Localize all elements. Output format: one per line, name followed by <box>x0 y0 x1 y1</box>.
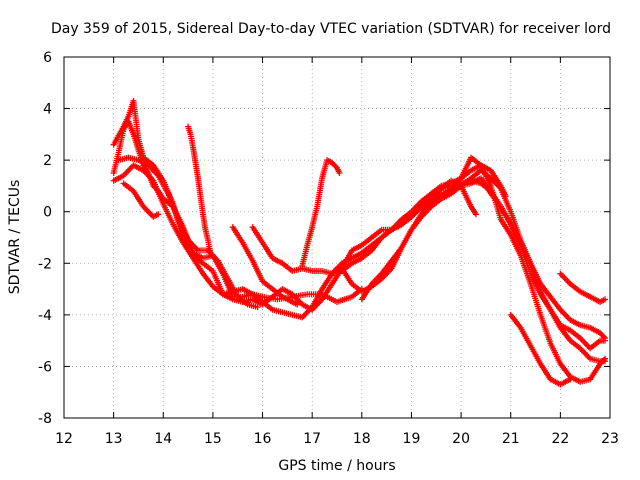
data-point <box>600 333 607 340</box>
data-point <box>602 335 609 342</box>
data-point <box>336 170 343 177</box>
x-tick-label: 23 <box>601 431 619 447</box>
series-arc-2 <box>110 97 609 352</box>
data-point <box>472 211 479 218</box>
y-axis-label: SDTVAR / TECUs <box>7 180 23 295</box>
x-tick-label: 19 <box>403 431 421 447</box>
x-axis-label: GPS time / hours <box>278 458 395 474</box>
series-arc-14 <box>557 270 609 305</box>
grid-lines <box>64 57 610 418</box>
data-points <box>110 97 609 388</box>
x-tick-label: 21 <box>502 431 520 447</box>
axis-ticks <box>63 56 611 419</box>
data-point <box>602 355 609 362</box>
data-point <box>207 249 214 256</box>
x-tick-label: 12 <box>55 431 73 447</box>
data-point <box>155 211 162 218</box>
data-point <box>254 304 261 311</box>
x-tick-label: 18 <box>353 431 371 447</box>
y-tick-label: 0 <box>43 205 52 221</box>
x-tick-label: 14 <box>154 431 172 447</box>
data-point <box>602 296 609 303</box>
data-point <box>567 376 574 383</box>
series-arc-9 <box>299 157 343 269</box>
data-point <box>294 301 301 308</box>
x-tick-label: 13 <box>105 431 123 447</box>
data-point <box>332 163 339 170</box>
series-arc-3 <box>110 162 609 342</box>
series-arc-12 <box>418 177 479 218</box>
y-tick-label: -2 <box>38 256 52 272</box>
series-arc-7 <box>229 224 301 308</box>
data-point <box>600 356 607 363</box>
y-tick-label: -8 <box>38 411 52 427</box>
y-tick-label: 2 <box>43 153 52 169</box>
y-tick-label: -6 <box>38 359 52 375</box>
series-arc-5 <box>120 180 162 220</box>
x-tick-label: 16 <box>254 431 272 447</box>
series-arc-6 <box>185 123 214 256</box>
series-arc-4 <box>115 154 261 311</box>
y-tick-label: -4 <box>38 308 52 324</box>
x-tick-label: 20 <box>452 431 470 447</box>
series-arc-13 <box>507 311 574 388</box>
x-tick-label: 22 <box>551 431 569 447</box>
x-tick-labels: 12 13 14 15 16 17 18 19 20 21 22 23 <box>55 431 619 447</box>
plot-frame <box>63 56 611 419</box>
x-tick-label: 17 <box>303 431 321 447</box>
x-tick-label: 15 <box>204 431 222 447</box>
y-tick-label: 4 <box>43 102 52 118</box>
series-arc-11 <box>358 154 609 385</box>
chart-title: Day 359 of 2015, Sidereal Day-to-day VTE… <box>51 21 611 37</box>
series-arc-10 <box>338 167 609 365</box>
y-tick-labels: -8 -6 -4 -2 0 2 4 6 <box>38 50 52 427</box>
y-tick-label: 6 <box>43 50 52 66</box>
